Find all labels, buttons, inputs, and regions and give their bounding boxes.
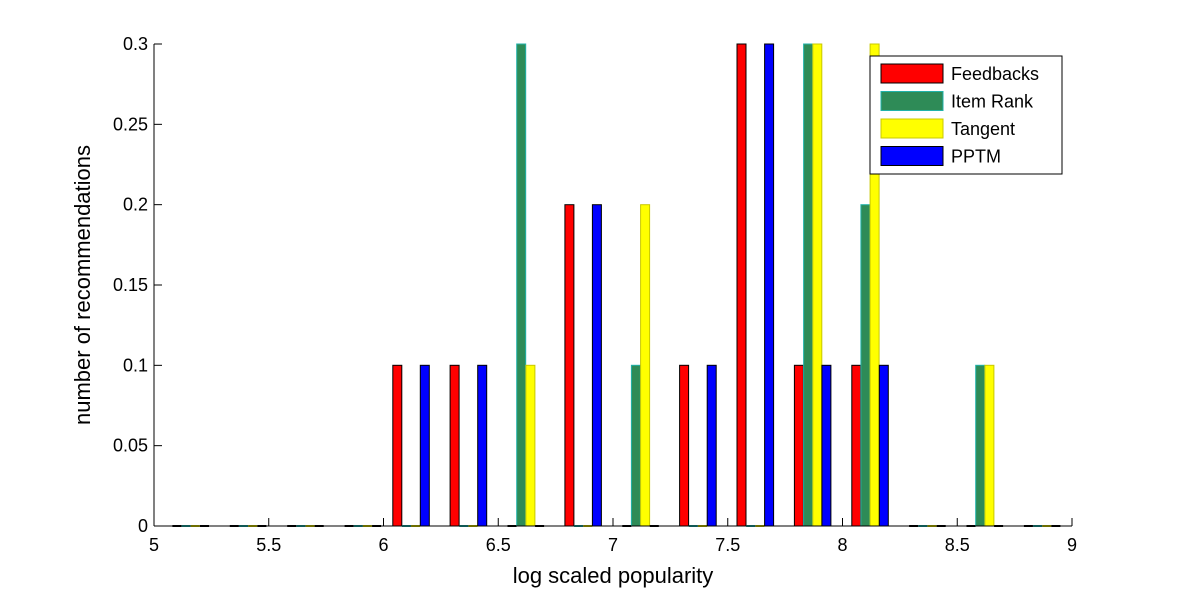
x-tick-label: 6	[378, 535, 388, 555]
x-tick-label: 8.5	[945, 535, 970, 555]
bar	[516, 43, 527, 527]
bar	[812, 43, 823, 527]
bar	[821, 364, 832, 527]
bar	[984, 364, 995, 527]
y-tick-label: 0.2	[123, 195, 148, 215]
bar	[392, 364, 403, 527]
x-tick-label: 8	[837, 535, 847, 555]
bar	[878, 364, 889, 527]
bar	[564, 204, 575, 527]
y-tick-label: 0.05	[113, 436, 148, 456]
bar	[764, 43, 775, 527]
bar	[851, 364, 862, 527]
legend-label: Tangent	[951, 119, 1015, 139]
bars-group	[172, 43, 1061, 527]
bar	[860, 204, 871, 527]
x-tick-label: 6.5	[486, 535, 511, 555]
legend-label: Item Rank	[951, 92, 1034, 112]
bar	[803, 43, 814, 527]
y-axis-title: number of recommendations	[70, 145, 95, 425]
legend-swatch	[880, 118, 944, 139]
legend: Feedbacks Item Rank Tangent PPTM	[869, 55, 1063, 175]
legend-swatch	[880, 63, 944, 84]
legend-label: PPTM	[951, 147, 1001, 167]
x-tick-label: 9	[1067, 535, 1077, 555]
x-axis-title: log scaled popularity	[513, 563, 714, 588]
axes-group: 5 5.5 6 6.5 7 7.5 8 8.5 9 0 0.05 0.1 0.15 0.2 0.25 0.3	[113, 34, 1077, 555]
x-tick-label: 7.5	[715, 535, 740, 555]
bar	[679, 364, 690, 527]
legend-swatch	[880, 146, 944, 166]
bar	[449, 364, 460, 527]
bar	[640, 204, 651, 527]
legend-swatch	[880, 91, 944, 111]
y-tick-label: 0.1	[123, 355, 148, 375]
x-tick-label: 7	[608, 535, 618, 555]
legend-label: Feedbacks	[951, 64, 1039, 84]
y-tick-label: 0.25	[113, 114, 148, 134]
y-tick-label: 0.15	[113, 275, 148, 295]
bar	[706, 364, 717, 527]
bar	[477, 364, 488, 527]
bar	[630, 364, 641, 527]
x-tick-label: 5.5	[256, 535, 281, 555]
bar	[591, 204, 602, 527]
bar	[793, 364, 804, 527]
y-tick-label: 0.3	[123, 34, 148, 54]
y-tick-label: 0	[138, 516, 148, 536]
bar	[525, 364, 536, 527]
x-tick-label: 5	[149, 535, 159, 555]
bar	[736, 43, 747, 527]
bar	[419, 364, 430, 527]
bar	[975, 364, 986, 527]
